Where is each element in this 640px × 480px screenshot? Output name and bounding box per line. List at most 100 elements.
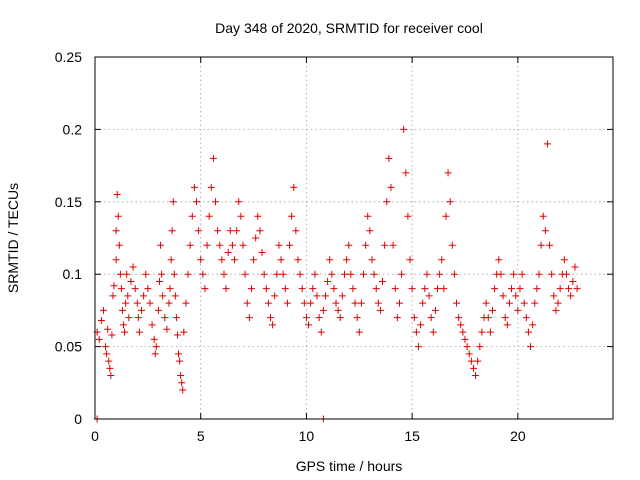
data-point (107, 372, 115, 380)
data-point (514, 306, 522, 314)
data-point (117, 285, 125, 293)
data-point (434, 285, 442, 293)
data-point (569, 277, 577, 285)
data-point (288, 212, 296, 220)
data-point (110, 282, 118, 290)
grid-layer (95, 57, 613, 419)
data-point (402, 169, 410, 177)
data-point (112, 227, 120, 235)
data-point (186, 241, 194, 249)
data-point (300, 299, 308, 307)
data-point (450, 270, 458, 278)
data-point (112, 256, 120, 264)
data-point (364, 212, 372, 220)
data-point (167, 256, 175, 264)
data-point (226, 227, 234, 235)
data-point (216, 241, 224, 249)
data-point (539, 212, 547, 220)
data-point (134, 314, 142, 322)
data-point (317, 328, 325, 336)
data-point (224, 248, 232, 256)
data-point (104, 325, 112, 333)
data-point (245, 314, 253, 322)
data-point (440, 285, 448, 293)
data-point (565, 285, 573, 293)
data-point (212, 198, 220, 206)
data-point (412, 328, 420, 336)
data-point (188, 212, 196, 220)
data-point (166, 285, 174, 293)
y-axis-label: SRMTID / TECUs (5, 183, 21, 293)
data-point (550, 292, 558, 300)
data-point (560, 256, 568, 264)
data-point (159, 292, 167, 300)
data-point (465, 350, 473, 358)
data-point (535, 270, 543, 278)
data-point (168, 227, 176, 235)
x-tick-label: 10 (299, 428, 315, 444)
data-point (247, 285, 255, 293)
data-point (484, 314, 492, 322)
data-point (222, 285, 230, 293)
data-point (383, 198, 391, 206)
data-point (381, 241, 389, 249)
data-point (516, 285, 524, 293)
data-point (279, 270, 287, 278)
data-point (154, 306, 162, 314)
data-point (311, 270, 319, 278)
data-point (273, 270, 281, 278)
data-point (457, 321, 465, 329)
data-point (531, 299, 539, 307)
data-point (307, 299, 315, 307)
data-point (467, 357, 475, 365)
data-point (546, 241, 554, 249)
data-point (368, 256, 376, 264)
data-point (425, 292, 433, 300)
data-point (271, 292, 279, 300)
data-point (533, 285, 541, 293)
data-point (338, 292, 346, 300)
data-point (192, 198, 200, 206)
data-point (518, 270, 526, 278)
data-point (260, 270, 268, 278)
data-point (190, 183, 198, 191)
data-point (305, 321, 313, 329)
data-point (486, 328, 494, 336)
data-point (427, 314, 435, 322)
data-point (315, 314, 323, 322)
data-point (446, 198, 454, 206)
data-point (351, 299, 359, 307)
data-point (105, 357, 113, 365)
data-point (277, 256, 285, 264)
y-tick-label: 0.15 (55, 194, 82, 210)
data-point (408, 285, 416, 293)
data-point (281, 285, 289, 293)
data-point (491, 285, 499, 293)
data-point (398, 270, 406, 278)
data-point (262, 285, 270, 293)
data-point (283, 299, 291, 307)
data-point (256, 227, 264, 235)
data-point (334, 306, 342, 314)
data-point (567, 292, 575, 300)
data-point (421, 285, 429, 293)
chart-title: Day 348 of 2020, SRMTID for receiver coo… (215, 20, 483, 36)
data-point (115, 241, 123, 249)
data-point (436, 270, 444, 278)
data-point (353, 314, 361, 322)
data-point (448, 241, 456, 249)
data-point (118, 306, 126, 314)
data-point (527, 343, 535, 351)
data-point (362, 241, 370, 249)
data-point (372, 285, 380, 293)
data-point (180, 328, 188, 336)
plot-frame (94, 56, 614, 420)
data-point (414, 343, 422, 351)
data-point (207, 183, 215, 191)
data-point (264, 299, 272, 307)
data-point (123, 270, 131, 278)
data-point (131, 285, 139, 293)
data-point (349, 285, 357, 293)
data-point (157, 241, 165, 249)
